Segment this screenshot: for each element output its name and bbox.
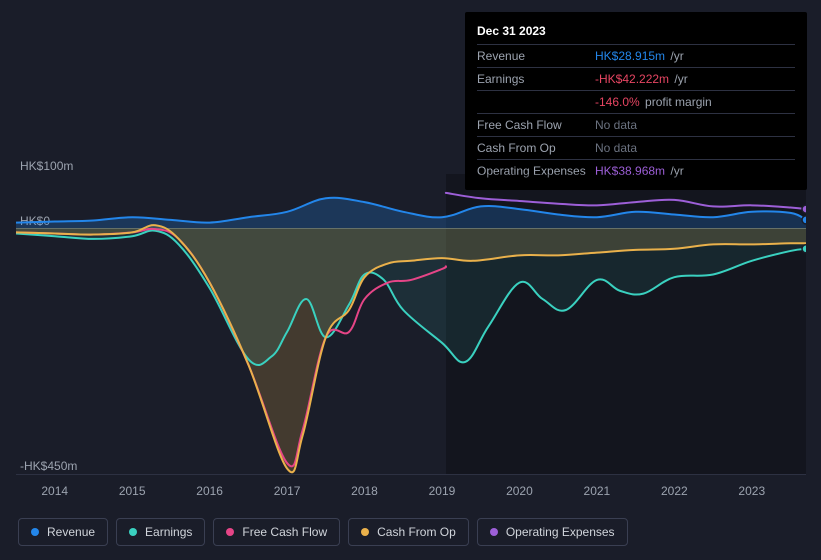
legend-item[interactable]: Operating Expenses xyxy=(477,518,628,546)
tooltip-row-label: Earnings xyxy=(477,72,595,86)
series-end-marker xyxy=(802,245,806,253)
x-tick-label: 2021 xyxy=(584,484,611,498)
tooltip-row-value: HK$28.915m /yr xyxy=(595,49,795,63)
x-tick-label: 2014 xyxy=(41,484,68,498)
legend-label: Cash From Op xyxy=(377,525,456,539)
tooltip-row-label: Revenue xyxy=(477,49,595,63)
x-tick-label: 2019 xyxy=(429,484,456,498)
tooltip-date: Dec 31 2023 xyxy=(477,20,795,45)
tooltip-row-value: No data xyxy=(595,141,795,155)
legend-color-dot xyxy=(129,528,137,536)
legend-label: Operating Expenses xyxy=(506,525,615,539)
legend-color-dot xyxy=(490,528,498,536)
legend-item[interactable]: Earnings xyxy=(116,518,205,546)
chart-svg xyxy=(16,155,806,475)
legend-item[interactable]: Free Cash Flow xyxy=(213,518,340,546)
tooltip-row: Earnings-HK$42.222m /yr xyxy=(477,68,795,91)
tooltip-row: RevenueHK$28.915m /yr xyxy=(477,45,795,68)
tooltip-row-label: Free Cash Flow xyxy=(477,118,595,132)
legend-color-dot xyxy=(361,528,369,536)
legend-label: Earnings xyxy=(145,525,192,539)
legend-item[interactable]: Revenue xyxy=(18,518,108,546)
series-end-marker xyxy=(802,205,806,213)
legend-color-dot xyxy=(31,528,39,536)
x-tick-label: 2017 xyxy=(274,484,301,498)
x-tick-label: 2022 xyxy=(661,484,688,498)
x-tick-label: 2020 xyxy=(506,484,533,498)
chart-legend: Revenue Earnings Free Cash Flow Cash From O… xyxy=(18,518,628,546)
x-tick-label: 2018 xyxy=(351,484,378,498)
x-tick-label: 2023 xyxy=(738,484,765,498)
legend-label: Revenue xyxy=(47,525,95,539)
legend-label: Free Cash Flow xyxy=(242,525,327,539)
x-axis-labels: 2014 2015 2016 2017 2018 2019 2020 2021 2022 2023 xyxy=(16,484,806,500)
tooltip-row-value: No data xyxy=(595,118,795,132)
x-tick-label: 2015 xyxy=(119,484,146,498)
legend-color-dot xyxy=(226,528,234,536)
tooltip-row-value: -HK$42.222m /yr xyxy=(595,72,795,86)
series-end-marker xyxy=(802,216,806,224)
series-fill xyxy=(16,228,806,365)
x-tick-label: 2016 xyxy=(196,484,223,498)
tooltip-row-label: Cash From Op xyxy=(477,141,595,155)
tooltip-row: Free Cash FlowNo data xyxy=(477,114,795,137)
legend-item[interactable]: Cash From Op xyxy=(348,518,469,546)
financials-chart xyxy=(16,155,806,505)
tooltip-row: Earnings-146.0% profit margin xyxy=(477,91,795,114)
